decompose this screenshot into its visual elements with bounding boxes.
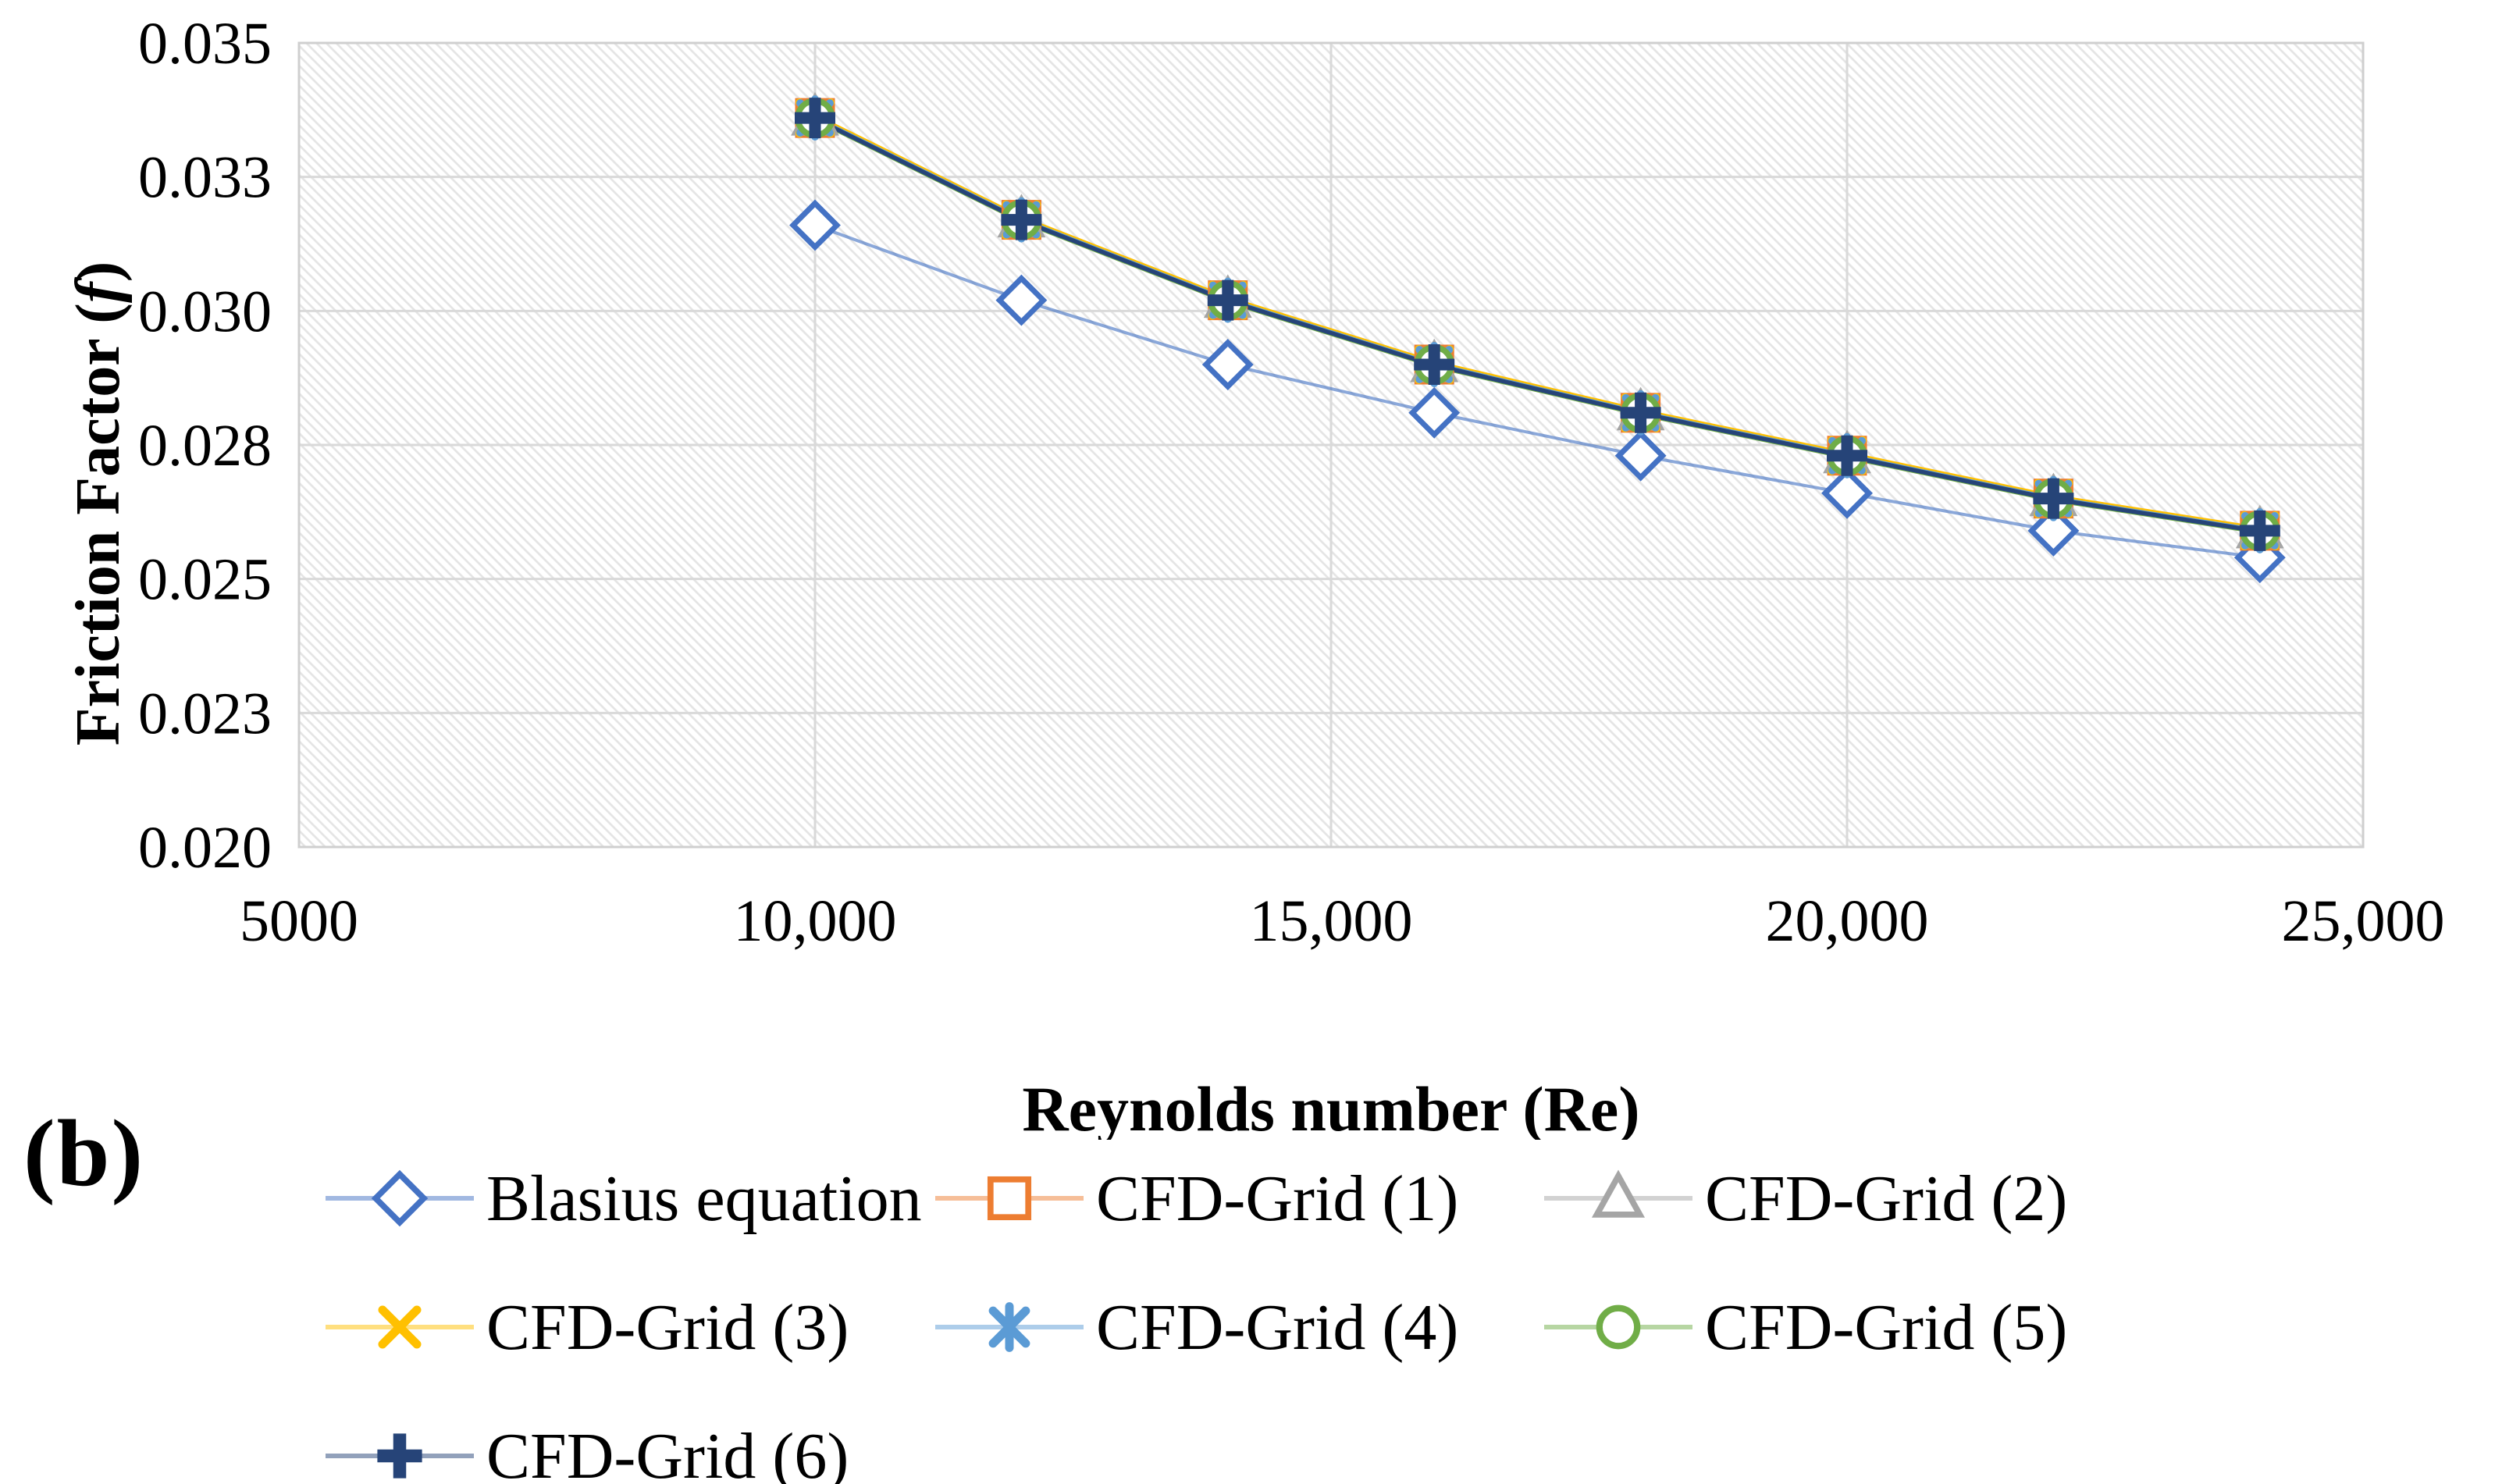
diamond-marker-icon bbox=[1408, 386, 1461, 439]
legend-label: CFD-Grid (5) bbox=[1705, 1290, 2068, 1364]
y-axis-tick-label: 0.028 bbox=[138, 413, 272, 479]
legend-item-cfd-grid-3: CFD-Grid (3) bbox=[326, 1280, 849, 1374]
legend-key-cfd-grid-6 bbox=[326, 1433, 474, 1479]
diamond-marker-icon bbox=[789, 199, 841, 251]
x-axis-tick-label: 20,000 bbox=[1766, 888, 1929, 954]
plus-marker-icon bbox=[1001, 199, 1042, 240]
triangle-marker-icon bbox=[1591, 1169, 1646, 1218]
legend-label: CFD-Grid (6) bbox=[486, 1419, 849, 1484]
series-line-cfd-grid-6 bbox=[813, 116, 2261, 534]
plus-marker-icon bbox=[1827, 435, 1867, 476]
legend-item-cfd-grid-1: CFD-Grid (1) bbox=[935, 1151, 1458, 1245]
legend-key-cfd-grid-4 bbox=[935, 1302, 1084, 1352]
plus-marker-icon bbox=[1207, 279, 1248, 321]
x-marker-icon bbox=[378, 1305, 422, 1349]
legend-key-cfd-grid-3 bbox=[326, 1305, 474, 1349]
y-axis-tick-label: 0.020 bbox=[138, 815, 272, 881]
diamond-marker-icon bbox=[2027, 504, 2080, 557]
legend-label: CFD-Grid (4) bbox=[1096, 1290, 1459, 1364]
plus-marker-icon bbox=[1414, 344, 1455, 385]
square-marker-icon bbox=[987, 1176, 1032, 1221]
circle-marker-icon bbox=[1596, 1304, 1641, 1350]
y-axis-tick-label: 0.033 bbox=[138, 145, 272, 211]
y-axis-title: Friction Factor (f) bbox=[64, 262, 133, 746]
diamond-marker-icon bbox=[1614, 429, 1667, 482]
plot-border bbox=[297, 41, 2365, 849]
plus-marker-icon bbox=[2033, 478, 2074, 519]
plus-marker-icon bbox=[377, 1433, 422, 1479]
plus-marker-icon bbox=[2239, 510, 2280, 551]
legend-key-blasius-equation bbox=[326, 1169, 474, 1227]
diamond-marker-icon bbox=[371, 1169, 429, 1227]
legend-item-blasius-equation: Blasius equation bbox=[326, 1151, 922, 1245]
legend-item-cfd-grid-5: CFD-Grid (5) bbox=[1544, 1280, 2067, 1374]
x-axis-tick-label: 15,000 bbox=[1250, 888, 1413, 954]
x-axis-tick-label: 5000 bbox=[240, 888, 358, 954]
legend-item-cfd-grid-2: CFD-Grid (2) bbox=[1544, 1151, 2067, 1245]
plus-marker-icon bbox=[1620, 392, 1661, 433]
legend-key-cfd-grid-2 bbox=[1544, 1169, 1692, 1218]
friction-factor-chart: 0.035 0.033 0.030 0.028 0.025 0.023 0.020 5000 1… bbox=[64, 11, 2445, 1140]
legend-key-cfd-grid-5 bbox=[1544, 1304, 1692, 1350]
legend-label: CFD-Grid (3) bbox=[486, 1290, 849, 1364]
legend-item-cfd-grid-6: CFD-Grid (6) bbox=[326, 1409, 849, 1484]
series-line-blasius-equation bbox=[814, 223, 2261, 560]
diamond-marker-icon bbox=[1201, 339, 1254, 390]
legend-label: CFD-Grid (2) bbox=[1705, 1162, 2068, 1235]
diamond-marker-icon bbox=[995, 274, 1048, 326]
x-axis-tick-label: 25,000 bbox=[2282, 888, 2445, 954]
asterisk-marker-icon bbox=[988, 1302, 1030, 1352]
legend-key-cfd-grid-1 bbox=[935, 1176, 1084, 1221]
legend-label: Blasius equation bbox=[486, 1162, 922, 1235]
panel-label: (b) bbox=[23, 1101, 145, 1206]
plus-marker-icon bbox=[795, 98, 835, 139]
legend-item-cfd-grid-4: CFD-Grid (4) bbox=[935, 1280, 1458, 1374]
y-axis-tick-label: 0.025 bbox=[138, 547, 272, 613]
diamond-marker-icon bbox=[1821, 467, 1873, 519]
y-axis-tick-label: 0.023 bbox=[138, 681, 272, 746]
y-axis-tick-label: 0.035 bbox=[138, 11, 272, 77]
y-axis-tick-label: 0.030 bbox=[138, 279, 272, 344]
x-axis-title: Reynolds number (Re) bbox=[1022, 1073, 1639, 1140]
legend-label: CFD-Grid (1) bbox=[1096, 1162, 1459, 1235]
x-axis-tick-label: 10,000 bbox=[734, 888, 897, 954]
